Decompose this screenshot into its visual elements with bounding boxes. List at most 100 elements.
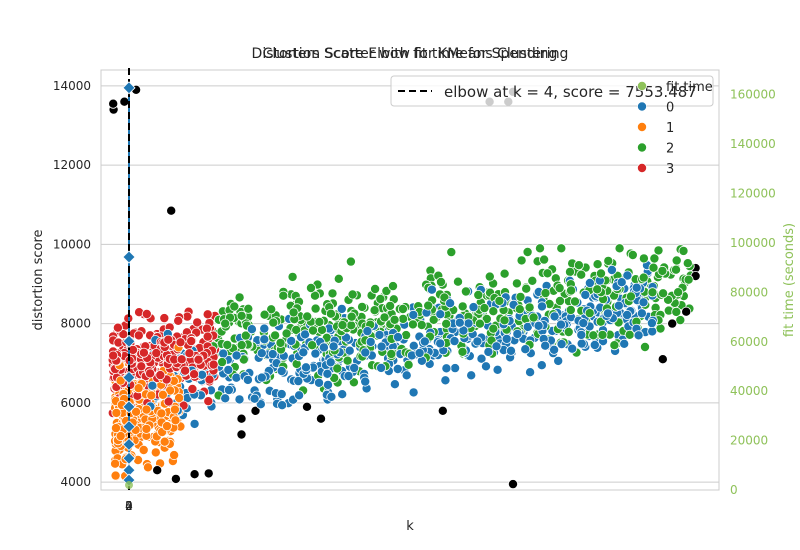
scatter-point: [163, 396, 174, 407]
scatter-point: [222, 339, 233, 350]
scatter-point: [457, 346, 468, 357]
scatter-point: [327, 288, 338, 299]
scatter-point: [333, 273, 344, 284]
scatter-point: [110, 470, 121, 481]
scatter-point: [392, 332, 403, 343]
scatter-point: [281, 328, 292, 339]
scatter-point: [231, 372, 242, 383]
scatter-point: [633, 330, 644, 341]
scatter-point: [403, 359, 414, 370]
scatter-point: [318, 342, 329, 353]
scatter-point: [256, 348, 267, 359]
scatter-point: [357, 301, 368, 312]
scatter-point: [141, 404, 152, 415]
scatter-point: [476, 353, 487, 364]
scatter-point: [446, 247, 457, 258]
scatter-point: [631, 282, 642, 293]
legend-label: 1: [666, 121, 674, 136]
scatter-point: [236, 310, 247, 321]
scatter-point: [573, 260, 584, 271]
scatter-point: [288, 307, 299, 318]
scatter-point: [671, 255, 682, 266]
scatter-point: [522, 246, 533, 257]
scatter-point: [165, 385, 176, 396]
scatter-point: [298, 347, 309, 358]
scatter-point: [511, 278, 522, 289]
y2-tick-label: 140000: [730, 137, 776, 151]
scatter-point: [555, 295, 566, 306]
scatter-point: [414, 347, 425, 358]
scatter-point: [169, 450, 180, 461]
legend-marker: [637, 122, 648, 133]
scatter-point: [236, 429, 247, 440]
scatter-point: [315, 413, 326, 424]
scatter-point: [223, 384, 234, 395]
scatter-point: [276, 389, 287, 400]
scatter-point: [138, 347, 149, 358]
scatter-point: [189, 469, 200, 480]
scatter-point: [681, 306, 692, 317]
scatter-point: [408, 309, 419, 320]
scatter-point: [387, 281, 398, 292]
scatter-point: [622, 270, 633, 281]
scatter-point: [435, 309, 446, 320]
scatter-point: [192, 317, 203, 328]
scatter-point: [609, 340, 620, 351]
scatter-point: [457, 301, 468, 312]
scatter-point: [449, 336, 460, 347]
scatter-point: [231, 350, 242, 361]
scatter-point: [152, 465, 163, 476]
scatter-point: [147, 380, 158, 391]
scatter-point: [466, 370, 477, 381]
scatter-point: [647, 287, 658, 298]
scatter-point: [236, 413, 247, 424]
scatter-point: [136, 361, 147, 372]
scatter-point: [229, 301, 240, 312]
scatter-point: [528, 312, 539, 323]
scatter-point: [156, 408, 167, 419]
legend-marker: [637, 101, 648, 112]
scatter-point: [501, 333, 512, 344]
scatter-point: [505, 345, 516, 356]
scatter-point: [249, 393, 260, 404]
scatter-point: [556, 243, 567, 254]
scatter-point: [536, 360, 547, 371]
scatter-point: [146, 390, 157, 401]
scatter-point: [138, 444, 149, 455]
scatter-point: [302, 311, 313, 322]
scatter-point: [332, 363, 343, 374]
scatter-point: [542, 268, 553, 279]
scatter-point: [472, 336, 483, 347]
scatter-point: [614, 243, 625, 254]
scatter-point: [576, 338, 587, 349]
scatter-point: [683, 274, 694, 285]
scatter-point: [539, 254, 550, 265]
scatter-point: [243, 303, 254, 314]
scatter-point: [657, 354, 668, 365]
scatter-point: [567, 343, 578, 354]
scatter-point: [203, 396, 214, 407]
scatter-point: [423, 300, 434, 311]
scatter-point: [310, 348, 321, 359]
scatter-point: [346, 320, 357, 331]
scatter-point: [553, 355, 564, 366]
scatter-point: [494, 295, 505, 306]
scatter-point: [202, 309, 213, 320]
scatter-point: [445, 298, 456, 309]
legend-label: 2: [666, 142, 674, 157]
scatter-point: [488, 323, 499, 334]
chart-title-1: Distortion Score Elbow for KMeans Cluste…: [252, 46, 569, 62]
scatter-point: [115, 431, 126, 442]
scatter-point: [556, 319, 567, 330]
scatter-point: [435, 276, 446, 287]
scatter-point: [259, 323, 270, 334]
distortion-marker: [122, 420, 136, 434]
scatter-point: [537, 301, 548, 312]
scatter-point: [454, 317, 465, 328]
scatter-point: [256, 372, 267, 383]
scatter-point: [441, 363, 452, 374]
scatter-point: [619, 338, 630, 349]
scatter-point: [602, 308, 613, 319]
scatter-point: [556, 339, 567, 350]
scatter-point: [345, 256, 356, 267]
